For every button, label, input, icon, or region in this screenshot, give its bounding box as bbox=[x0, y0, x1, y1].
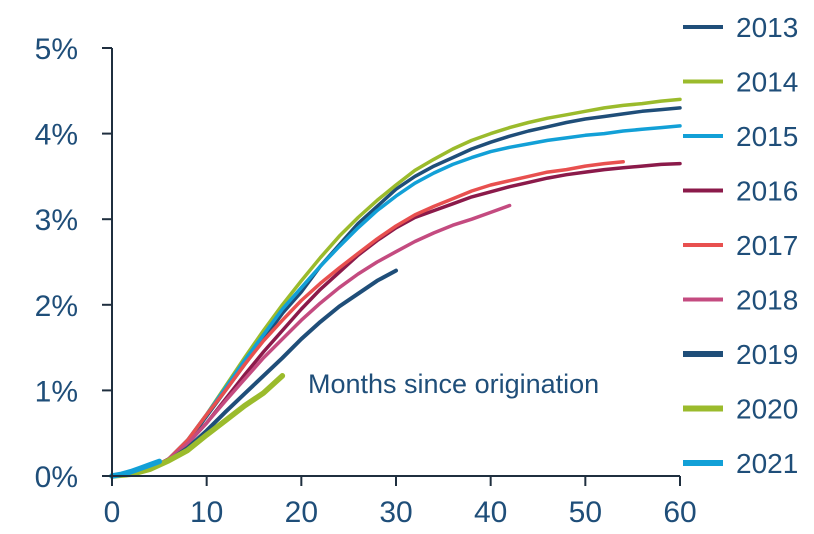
y-tick-label: 4% bbox=[35, 119, 78, 152]
x-tick-label: 0 bbox=[104, 496, 121, 529]
series-line-2014 bbox=[110, 97, 682, 478]
legend-label-2017: 2017 bbox=[736, 230, 798, 261]
series-line-2015 bbox=[110, 124, 682, 478]
series-layer bbox=[109, 97, 682, 479]
legend: 2013 2014 2015 2016 2017 2018 2019 2020 2021 bbox=[683, 12, 798, 479]
y-tick-label: 1% bbox=[35, 375, 78, 408]
x-tick-label: 40 bbox=[474, 496, 507, 529]
annotation-text: Months since origination bbox=[308, 369, 599, 399]
y-tick-label: 5% bbox=[35, 33, 78, 66]
legend-label-2021: 2021 bbox=[736, 448, 798, 479]
legend-label-2014: 2014 bbox=[736, 67, 798, 98]
legend-label-2018: 2018 bbox=[736, 285, 798, 316]
axes-layer: 0% 1% 2% 3% 4% 5% 0 10 20 30 40 50 60 bbox=[35, 33, 697, 529]
legend-label-2016: 2016 bbox=[736, 176, 798, 207]
series-line-2020 bbox=[109, 373, 286, 479]
legend-label-2015: 2015 bbox=[736, 121, 798, 152]
legend-label-2019: 2019 bbox=[736, 339, 798, 370]
x-tick-label: 50 bbox=[569, 496, 602, 529]
legend-label-2013: 2013 bbox=[736, 12, 798, 43]
legend-label-2020: 2020 bbox=[736, 394, 798, 425]
x-tick-label: 10 bbox=[190, 496, 223, 529]
y-tick-label: 2% bbox=[35, 290, 78, 323]
series-line-2017 bbox=[110, 160, 625, 478]
series-line-2018 bbox=[110, 203, 512, 478]
x-tick-label: 20 bbox=[285, 496, 318, 529]
series-line-2021 bbox=[109, 458, 163, 479]
y-tick-label: 3% bbox=[35, 204, 78, 237]
y-tick-label: 0% bbox=[35, 461, 78, 494]
x-tick-label: 30 bbox=[379, 496, 412, 529]
x-tick-label: 60 bbox=[663, 496, 696, 529]
